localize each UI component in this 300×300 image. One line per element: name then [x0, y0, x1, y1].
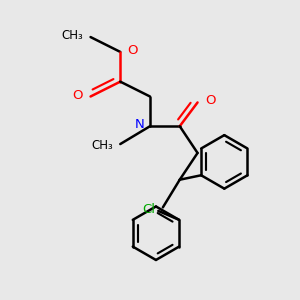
Text: CH₃: CH₃: [91, 139, 113, 152]
Text: O: O: [205, 94, 215, 107]
Text: O: O: [73, 88, 83, 101]
Text: Cl: Cl: [142, 203, 155, 216]
Text: CH₃: CH₃: [61, 29, 83, 42]
Text: N: N: [134, 118, 144, 131]
Text: O: O: [128, 44, 138, 57]
